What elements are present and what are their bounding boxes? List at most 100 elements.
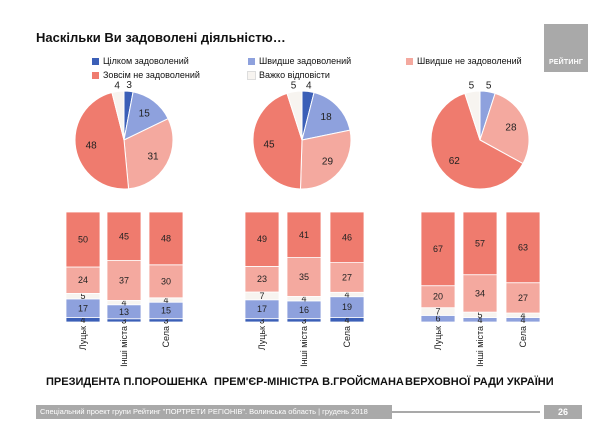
bar-value-label: 3 [163, 315, 168, 325]
category-label: Села [518, 326, 528, 347]
bar-segment [462, 211, 498, 276]
bar-segment [106, 211, 142, 261]
bar-segment [286, 257, 322, 297]
bar-value-label: 35 [299, 272, 309, 282]
bar-value-label: 15 [161, 305, 171, 315]
legend-swatch [406, 57, 413, 65]
pie-value-label: 4 [114, 80, 120, 91]
page-title: Наскільки Ви задоволені діяльністю… [36, 30, 286, 45]
pie-slice [286, 90, 303, 141]
legend-label: Швидше задоволений [259, 56, 352, 66]
category-label: Інші міста [119, 326, 129, 367]
bar-segment [329, 211, 365, 263]
legend-item-rather-satisfied: Швидше задоволений [248, 56, 351, 66]
bar-value-label: 24 [78, 275, 88, 285]
bar-value-label: 7 [435, 307, 440, 317]
pie-slice [252, 92, 303, 190]
legend-item-fully-satisfied: Цілком задоволений [92, 56, 189, 66]
legend-swatch [248, 57, 255, 65]
bar-value-label: 4 [80, 315, 85, 325]
pie-value-label: 28 [505, 123, 517, 134]
pie-value-label: 62 [449, 156, 461, 167]
bar-value-label: 7 [259, 291, 264, 301]
bar-segment [65, 266, 101, 294]
bar-value-label: 6 [435, 314, 440, 324]
bar-value-label: 4 [520, 315, 525, 325]
bar-value-label: 4 [477, 315, 482, 325]
pie-slice [111, 90, 125, 141]
bar-value-label: 45 [119, 231, 129, 241]
bar-value-label: 41 [299, 230, 309, 240]
pie-value-label: 3 [126, 80, 132, 91]
bar-value-label: 48 [161, 233, 171, 243]
bar-segment [65, 211, 101, 268]
legend-item-hard-to-say: Важко відповісти [247, 70, 330, 80]
bar-value-label: 13 [119, 307, 129, 317]
category-label: Луцьк [78, 326, 88, 350]
category-label: Села [161, 326, 171, 347]
section-title-prime-minister: ПРЕМ'ЄР-МІНІСТРА В.ГРОЙСМАНА [214, 376, 404, 388]
pie-slice [430, 92, 524, 190]
bar-value-label: 57 [475, 238, 485, 248]
bar-value-label: 20 [433, 292, 443, 302]
bar-value-label: 4 [344, 290, 349, 300]
bar-segment [505, 211, 541, 284]
pie-slice [123, 117, 174, 190]
pie-value-label: 29 [322, 156, 334, 167]
pie-value-label: 5 [486, 81, 492, 92]
bar-value-label: 46 [342, 232, 352, 242]
pie-slice [479, 92, 530, 165]
bar-value-label: 17 [78, 303, 88, 313]
pie-value-label: 18 [321, 112, 333, 123]
rating-logo: РЕЙТИНГ [544, 24, 588, 72]
footer-text: Спеціальний проект групи Рейтинг "ПОРТРЕ… [36, 405, 392, 419]
bar-segment [244, 211, 280, 267]
bar-value-label: 27 [342, 272, 352, 282]
section-title-parliament: ВЕРХОВНОЇ РАДИ УКРАЇНИ [405, 376, 554, 388]
legend-swatch [247, 70, 256, 80]
pie-slice [464, 90, 481, 141]
pie-value-label: 45 [263, 140, 275, 151]
bar-value-label: 19 [342, 302, 352, 312]
legend-label: Важко відповісти [259, 70, 330, 80]
legend-label: Зовсім не задоволений [103, 70, 200, 80]
bar-segment [462, 274, 498, 313]
bar-value-label: 34 [475, 288, 485, 298]
pie-value-label: 5 [469, 81, 475, 92]
bar-value-label: 5 [477, 310, 482, 320]
legend-label: Швидше не задоволений [417, 56, 522, 66]
bar-value-label: 4 [301, 294, 306, 304]
bar-value-label: 17 [257, 304, 267, 314]
page-number: 26 [544, 405, 582, 419]
category-label: Інші міста [475, 326, 485, 367]
category-label: Інші міста [299, 326, 309, 367]
legend-item-completely-dissatisfied: Зовсім не задоволений [92, 70, 200, 80]
pie-value-label: 5 [291, 81, 297, 92]
pie-value-label: 4 [306, 80, 312, 91]
bar-value-label: 27 [518, 293, 528, 303]
bar-value-label: 16 [299, 305, 309, 315]
bar-value-label: 4 [520, 310, 525, 320]
pie-slice [299, 129, 352, 190]
footer-divider [392, 411, 540, 413]
bar-value-label: 50 [78, 235, 88, 245]
legend-swatch [92, 57, 99, 65]
legend-label: Цілком задоволений [103, 56, 189, 66]
bar-value-label: 4 [121, 298, 126, 308]
bar-segment [148, 211, 184, 266]
bar-value-label: 3 [259, 315, 264, 325]
pie-value-label: 31 [147, 151, 159, 162]
pie-slice [301, 91, 351, 141]
category-label: Луцьк [433, 326, 443, 350]
bar-segment [106, 260, 142, 301]
section-title-president: ПРЕЗИДЕНТА П.ПОРОШЕНКА [46, 376, 208, 388]
bar-value-label: 3 [121, 315, 126, 325]
bar-segment [286, 211, 322, 258]
legend-item-rather-dissatisfied: Швидше не задоволений [406, 56, 522, 66]
pie-value-label: 48 [86, 141, 98, 152]
category-label: Села [342, 326, 352, 347]
category-label: Луцьк [257, 326, 267, 350]
bar-value-label: 4 [163, 295, 168, 305]
bar-value-label: 37 [119, 275, 129, 285]
